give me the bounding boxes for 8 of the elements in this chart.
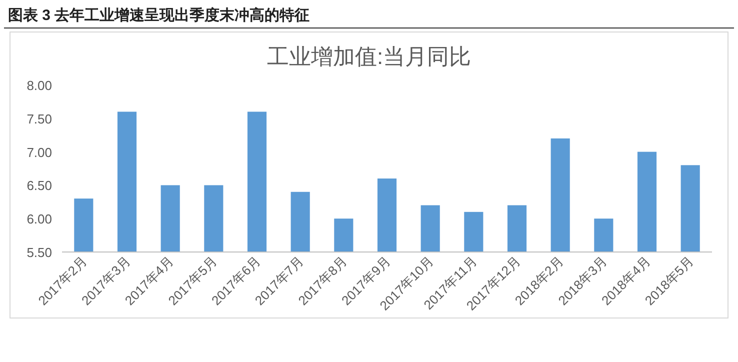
y-tick-label: 8.00 — [26, 78, 52, 93]
y-tick-label: 6.00 — [26, 212, 52, 227]
y-tick-label: 6.50 — [26, 178, 52, 194]
subtitle: 工业增加值:当月同比 — [266, 44, 472, 69]
y-tick-label: 7.50 — [26, 111, 52, 126]
y-tick-label: 7.00 — [26, 144, 52, 160]
y-tick-label: 5.50 — [26, 245, 52, 260]
title: 图表 3 去年工业增速呈现出季度末冲高的特征 — [8, 7, 310, 24]
